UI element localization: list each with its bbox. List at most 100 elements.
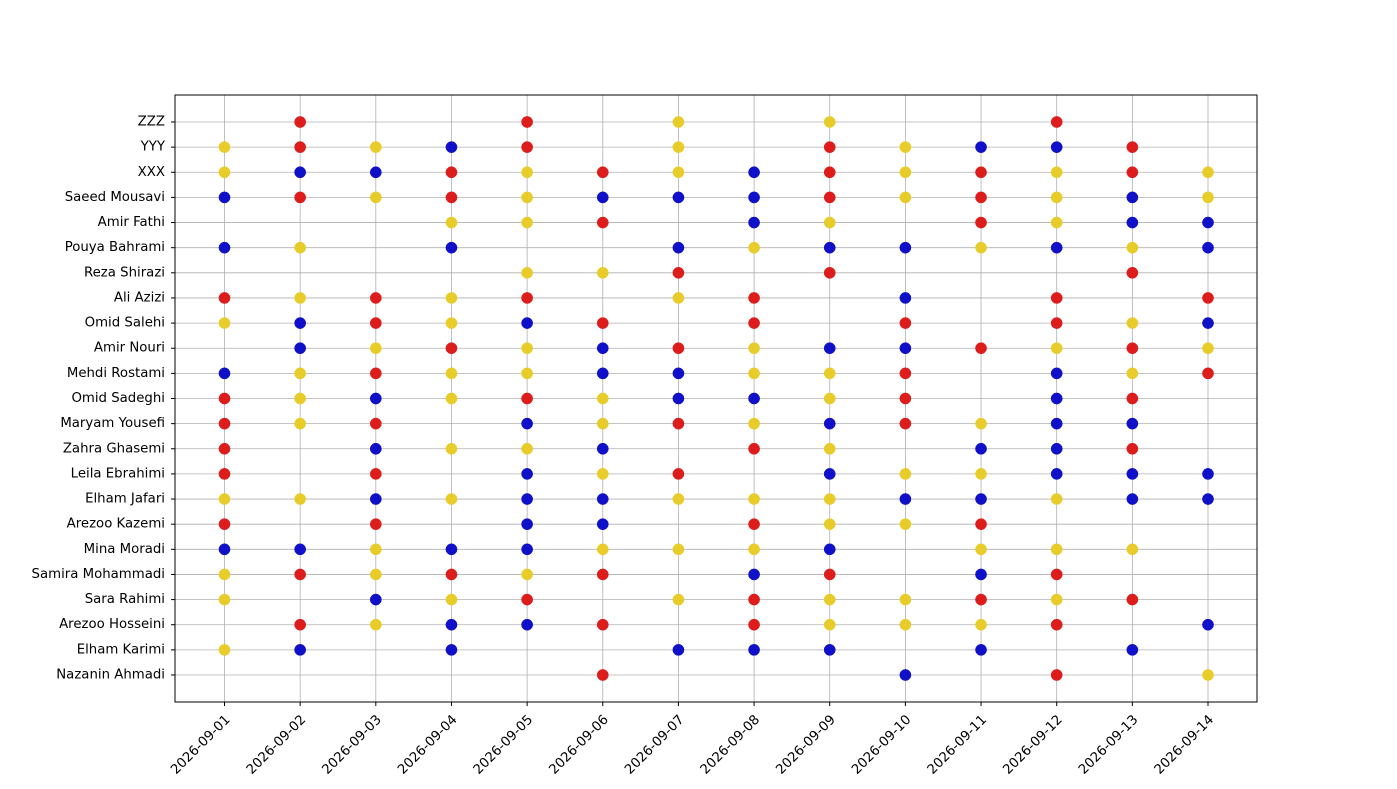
x-tick-label: 2026-09-04 bbox=[395, 712, 460, 777]
data-point bbox=[596, 191, 609, 204]
data-point-marker bbox=[1126, 141, 1139, 153]
data-point bbox=[1050, 442, 1063, 455]
data-point-marker bbox=[1202, 618, 1214, 631]
data-point bbox=[445, 543, 458, 556]
data-point-marker bbox=[294, 342, 307, 355]
data-point-marker bbox=[369, 468, 382, 480]
data-point bbox=[1050, 568, 1063, 581]
data-point bbox=[748, 543, 760, 556]
data-point bbox=[369, 442, 382, 455]
x-tick-label: 2026-09-06 bbox=[547, 712, 612, 777]
data-point-marker bbox=[1050, 191, 1063, 204]
data-point bbox=[672, 342, 685, 355]
data-point bbox=[218, 141, 231, 153]
data-point bbox=[975, 618, 987, 631]
data-point-marker bbox=[1126, 442, 1139, 455]
data-point-marker bbox=[294, 543, 307, 556]
axis-ticks bbox=[171, 121, 1209, 706]
data-point-marker bbox=[596, 468, 609, 480]
data-point bbox=[823, 568, 836, 581]
data-point-marker bbox=[672, 116, 685, 128]
data-point-marker bbox=[218, 593, 231, 606]
data-point bbox=[1126, 442, 1139, 455]
data-point bbox=[823, 191, 836, 204]
data-point-marker bbox=[294, 116, 307, 128]
data-point-marker bbox=[748, 216, 760, 229]
data-point bbox=[521, 191, 533, 204]
data-point bbox=[369, 568, 382, 581]
data-point bbox=[748, 568, 760, 581]
data-point bbox=[1126, 392, 1139, 405]
data-point-marker bbox=[899, 342, 912, 355]
data-point-marker bbox=[748, 342, 760, 355]
data-point-marker bbox=[1050, 367, 1063, 380]
data-point bbox=[521, 493, 533, 505]
data-point-marker bbox=[369, 166, 382, 179]
data-point-marker bbox=[975, 543, 987, 556]
data-point-marker bbox=[218, 141, 231, 153]
y-axis-labels: ZZZ YYY XXX Saeed Mousavi Amir Fathi Pouya Ba… bbox=[32, 115, 166, 683]
data-point bbox=[445, 367, 458, 380]
data-point-marker bbox=[521, 342, 533, 355]
y-tick-label: Elham Karimi bbox=[77, 642, 165, 657]
data-point bbox=[899, 493, 912, 505]
data-point-marker bbox=[1126, 216, 1139, 229]
data-point-marker bbox=[1126, 593, 1139, 606]
data-point-marker bbox=[596, 367, 609, 380]
data-point bbox=[823, 266, 836, 279]
data-point bbox=[596, 216, 609, 229]
data-point-marker bbox=[1050, 593, 1063, 606]
data-point bbox=[521, 292, 533, 304]
data-point-marker bbox=[899, 392, 912, 405]
data-point-marker bbox=[294, 644, 307, 656]
data-point bbox=[899, 392, 912, 405]
data-point bbox=[975, 518, 987, 531]
data-point-marker bbox=[1126, 644, 1139, 656]
data-point bbox=[596, 669, 609, 681]
data-point bbox=[445, 618, 458, 631]
data-point bbox=[823, 241, 836, 254]
data-point-marker bbox=[975, 568, 987, 581]
y-tick-label: Reza Shirazi bbox=[84, 265, 165, 280]
data-point-marker bbox=[975, 417, 987, 430]
data-point bbox=[823, 367, 836, 380]
data-point bbox=[1126, 266, 1139, 279]
data-point bbox=[899, 669, 912, 681]
data-point-marker bbox=[596, 317, 609, 329]
data-point-marker bbox=[975, 468, 987, 480]
data-point bbox=[596, 468, 609, 480]
data-point-marker bbox=[899, 317, 912, 329]
data-point-marker bbox=[823, 392, 836, 405]
data-point-marker bbox=[748, 493, 760, 505]
data-point-marker bbox=[294, 141, 307, 153]
data-point bbox=[1050, 317, 1063, 329]
data-point bbox=[899, 342, 912, 355]
data-point-marker bbox=[1202, 342, 1214, 355]
data-point bbox=[294, 618, 307, 631]
y-tick-label: Maryam Yousefi bbox=[60, 416, 165, 431]
data-point bbox=[369, 618, 382, 631]
data-point-marker bbox=[1050, 216, 1063, 229]
data-point bbox=[369, 543, 382, 556]
data-point-marker bbox=[294, 417, 307, 430]
data-point bbox=[823, 216, 836, 229]
data-point bbox=[975, 241, 987, 254]
data-point-marker bbox=[445, 392, 458, 405]
data-point bbox=[748, 417, 760, 430]
data-point bbox=[294, 292, 307, 304]
data-point bbox=[1202, 669, 1214, 681]
data-point-marker bbox=[521, 367, 533, 380]
data-point bbox=[1050, 216, 1063, 229]
y-tick-label: Amir Nouri bbox=[94, 341, 165, 356]
data-point bbox=[748, 593, 760, 606]
data-point-marker bbox=[369, 568, 382, 581]
data-point-marker bbox=[1050, 442, 1063, 455]
data-point bbox=[899, 518, 912, 531]
data-point-marker bbox=[672, 166, 685, 179]
data-point bbox=[596, 392, 609, 405]
data-point bbox=[672, 191, 685, 204]
data-point bbox=[596, 367, 609, 380]
data-point-marker bbox=[445, 644, 458, 656]
data-point bbox=[1126, 342, 1139, 355]
data-point-marker bbox=[521, 543, 533, 556]
